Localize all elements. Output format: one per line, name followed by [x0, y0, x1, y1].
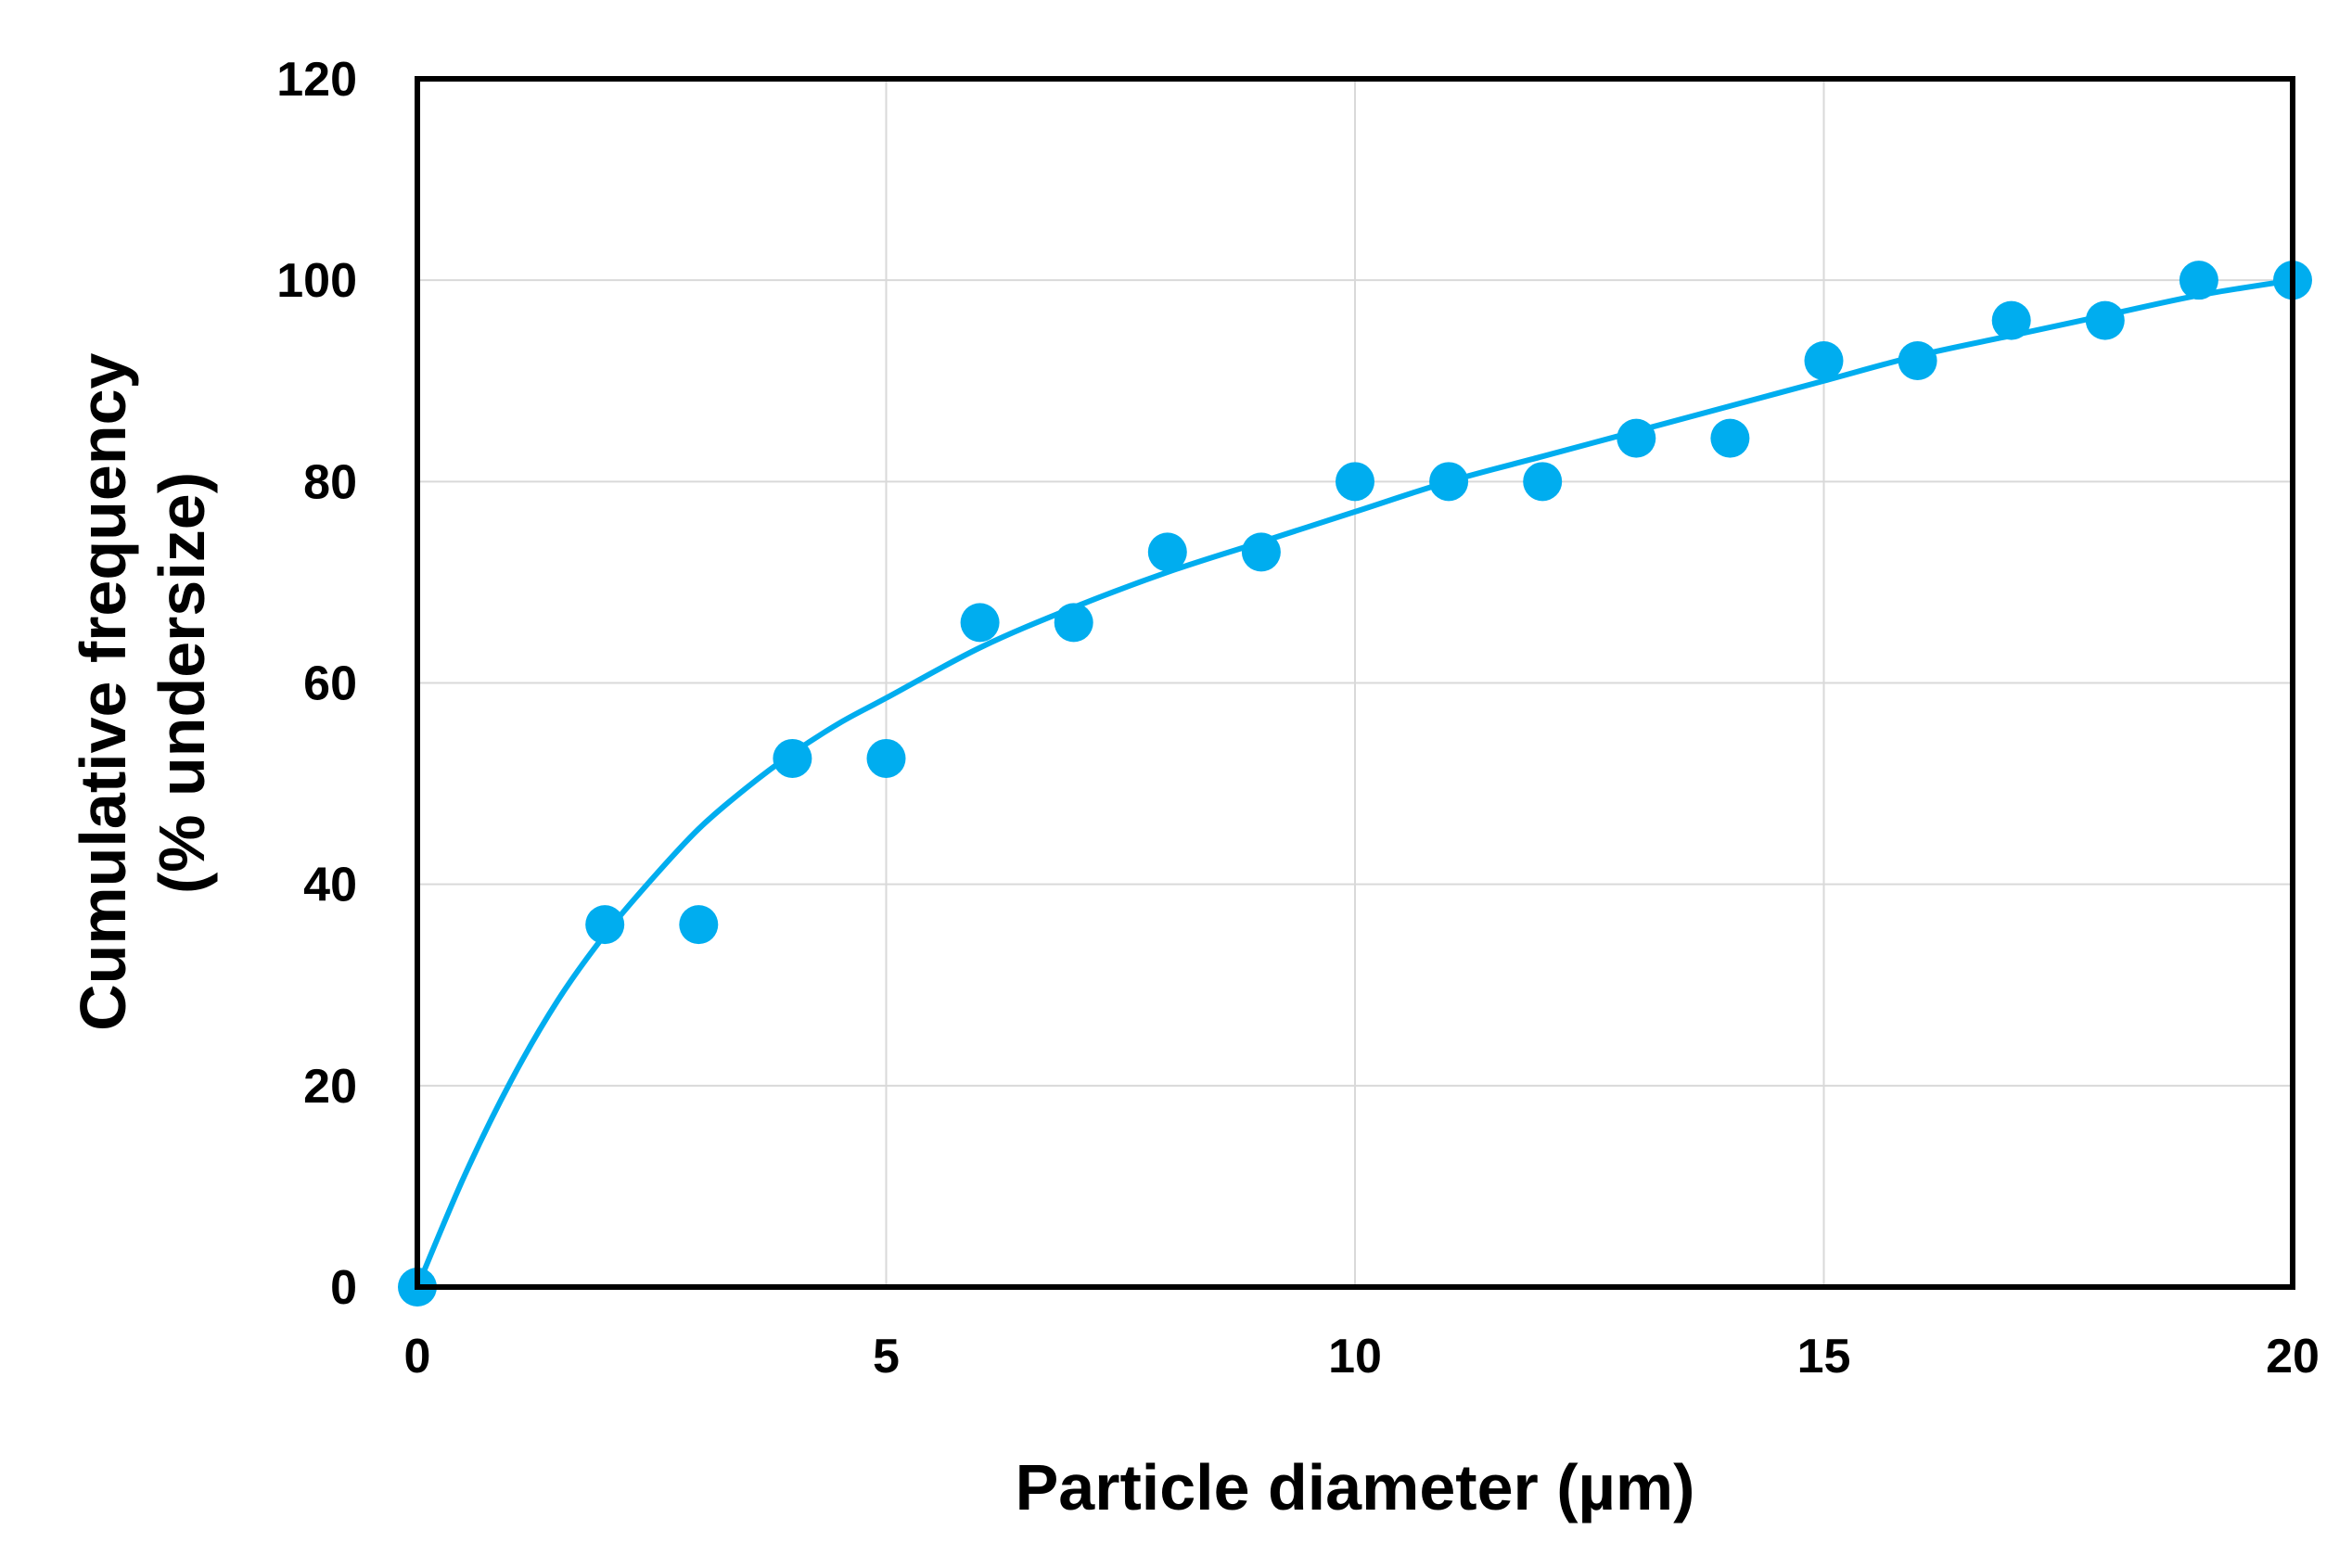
data-point-13 [1710, 418, 1750, 458]
data-point-6 [1054, 603, 1093, 643]
data-point-15 [1898, 341, 1937, 381]
x-tick-label-20: 20 [2266, 1330, 2320, 1383]
x-tick-label-10: 10 [1328, 1330, 1382, 1383]
x-tick-labels: 0 5 10 15 20 [404, 1330, 2320, 1383]
data-point-2 [679, 905, 719, 945]
grid-lines [416, 78, 2294, 1288]
y-axis-title-line-1: Cumulative frequency [67, 353, 139, 1031]
data-point-11 [1523, 462, 1563, 502]
data-point-17 [2085, 300, 2125, 340]
data-point-8 [1241, 532, 1281, 572]
data-point-1 [585, 905, 625, 945]
data-point-12 [1617, 418, 1656, 458]
x-tick-label-15: 15 [1797, 1330, 1851, 1383]
data-point-3 [773, 738, 812, 778]
y-axis-title: Cumulative frequency (% undersize) [67, 335, 218, 1031]
x-axis-title: Particle diameter (µm) [1016, 1451, 1695, 1523]
y-tick-labels: 0 20 40 60 80 100 120 [276, 53, 357, 1315]
y-axis-title-line-2: (% undersize) [146, 472, 218, 894]
data-point-7 [1147, 532, 1187, 572]
y-tick-label-60: 60 [303, 657, 357, 711]
y-tick-label-120: 120 [276, 53, 357, 107]
y-tick-label-80: 80 [303, 455, 357, 509]
y-tick-label-0: 0 [330, 1261, 357, 1315]
data-point-4 [866, 738, 906, 778]
x-tick-label-0: 0 [404, 1330, 431, 1383]
data-point-16 [1991, 300, 2031, 340]
x-tick-label-5: 5 [873, 1330, 900, 1383]
data-point-14 [1804, 341, 1844, 381]
y-tick-label-20: 20 [303, 1060, 357, 1114]
y-tick-label-100: 100 [276, 254, 357, 308]
y-tick-label-40: 40 [303, 859, 357, 912]
data-point-5 [960, 603, 1000, 643]
data-point-18 [2179, 261, 2218, 300]
plot-frame [415, 76, 2295, 1290]
data-point-9 [1336, 462, 1374, 502]
data-point-10 [1429, 462, 1469, 502]
